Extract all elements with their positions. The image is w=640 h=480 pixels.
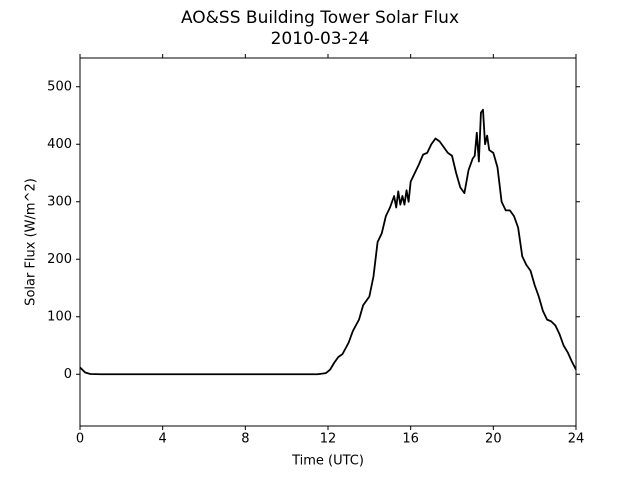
x-tick-label: 20 xyxy=(485,432,502,447)
x-tick-label: 24 xyxy=(568,432,585,447)
chart-subtitle: 2010-03-24 xyxy=(271,29,370,49)
y-tick-label: 400 xyxy=(47,137,72,152)
x-tick-label: 16 xyxy=(402,432,419,447)
y-tick-label: 200 xyxy=(47,252,72,267)
x-tick-label: 8 xyxy=(241,432,249,447)
y-tick-label: 300 xyxy=(47,194,72,209)
line-series xyxy=(79,108,577,376)
y-tick-label: 100 xyxy=(47,309,72,324)
y-tick-label: 0 xyxy=(64,367,72,382)
x-tick-label: 12 xyxy=(320,432,337,447)
x-tick-label: 4 xyxy=(159,432,167,447)
x-axis-label: Time (UTC) xyxy=(291,454,364,469)
x-tick-label: 0 xyxy=(76,432,84,447)
y-tick-label: 500 xyxy=(47,79,72,94)
chart-title: AO&SS Building Tower Solar Flux xyxy=(181,8,459,28)
y-axis-label: Solar Flux (W/m^2) xyxy=(24,178,39,306)
